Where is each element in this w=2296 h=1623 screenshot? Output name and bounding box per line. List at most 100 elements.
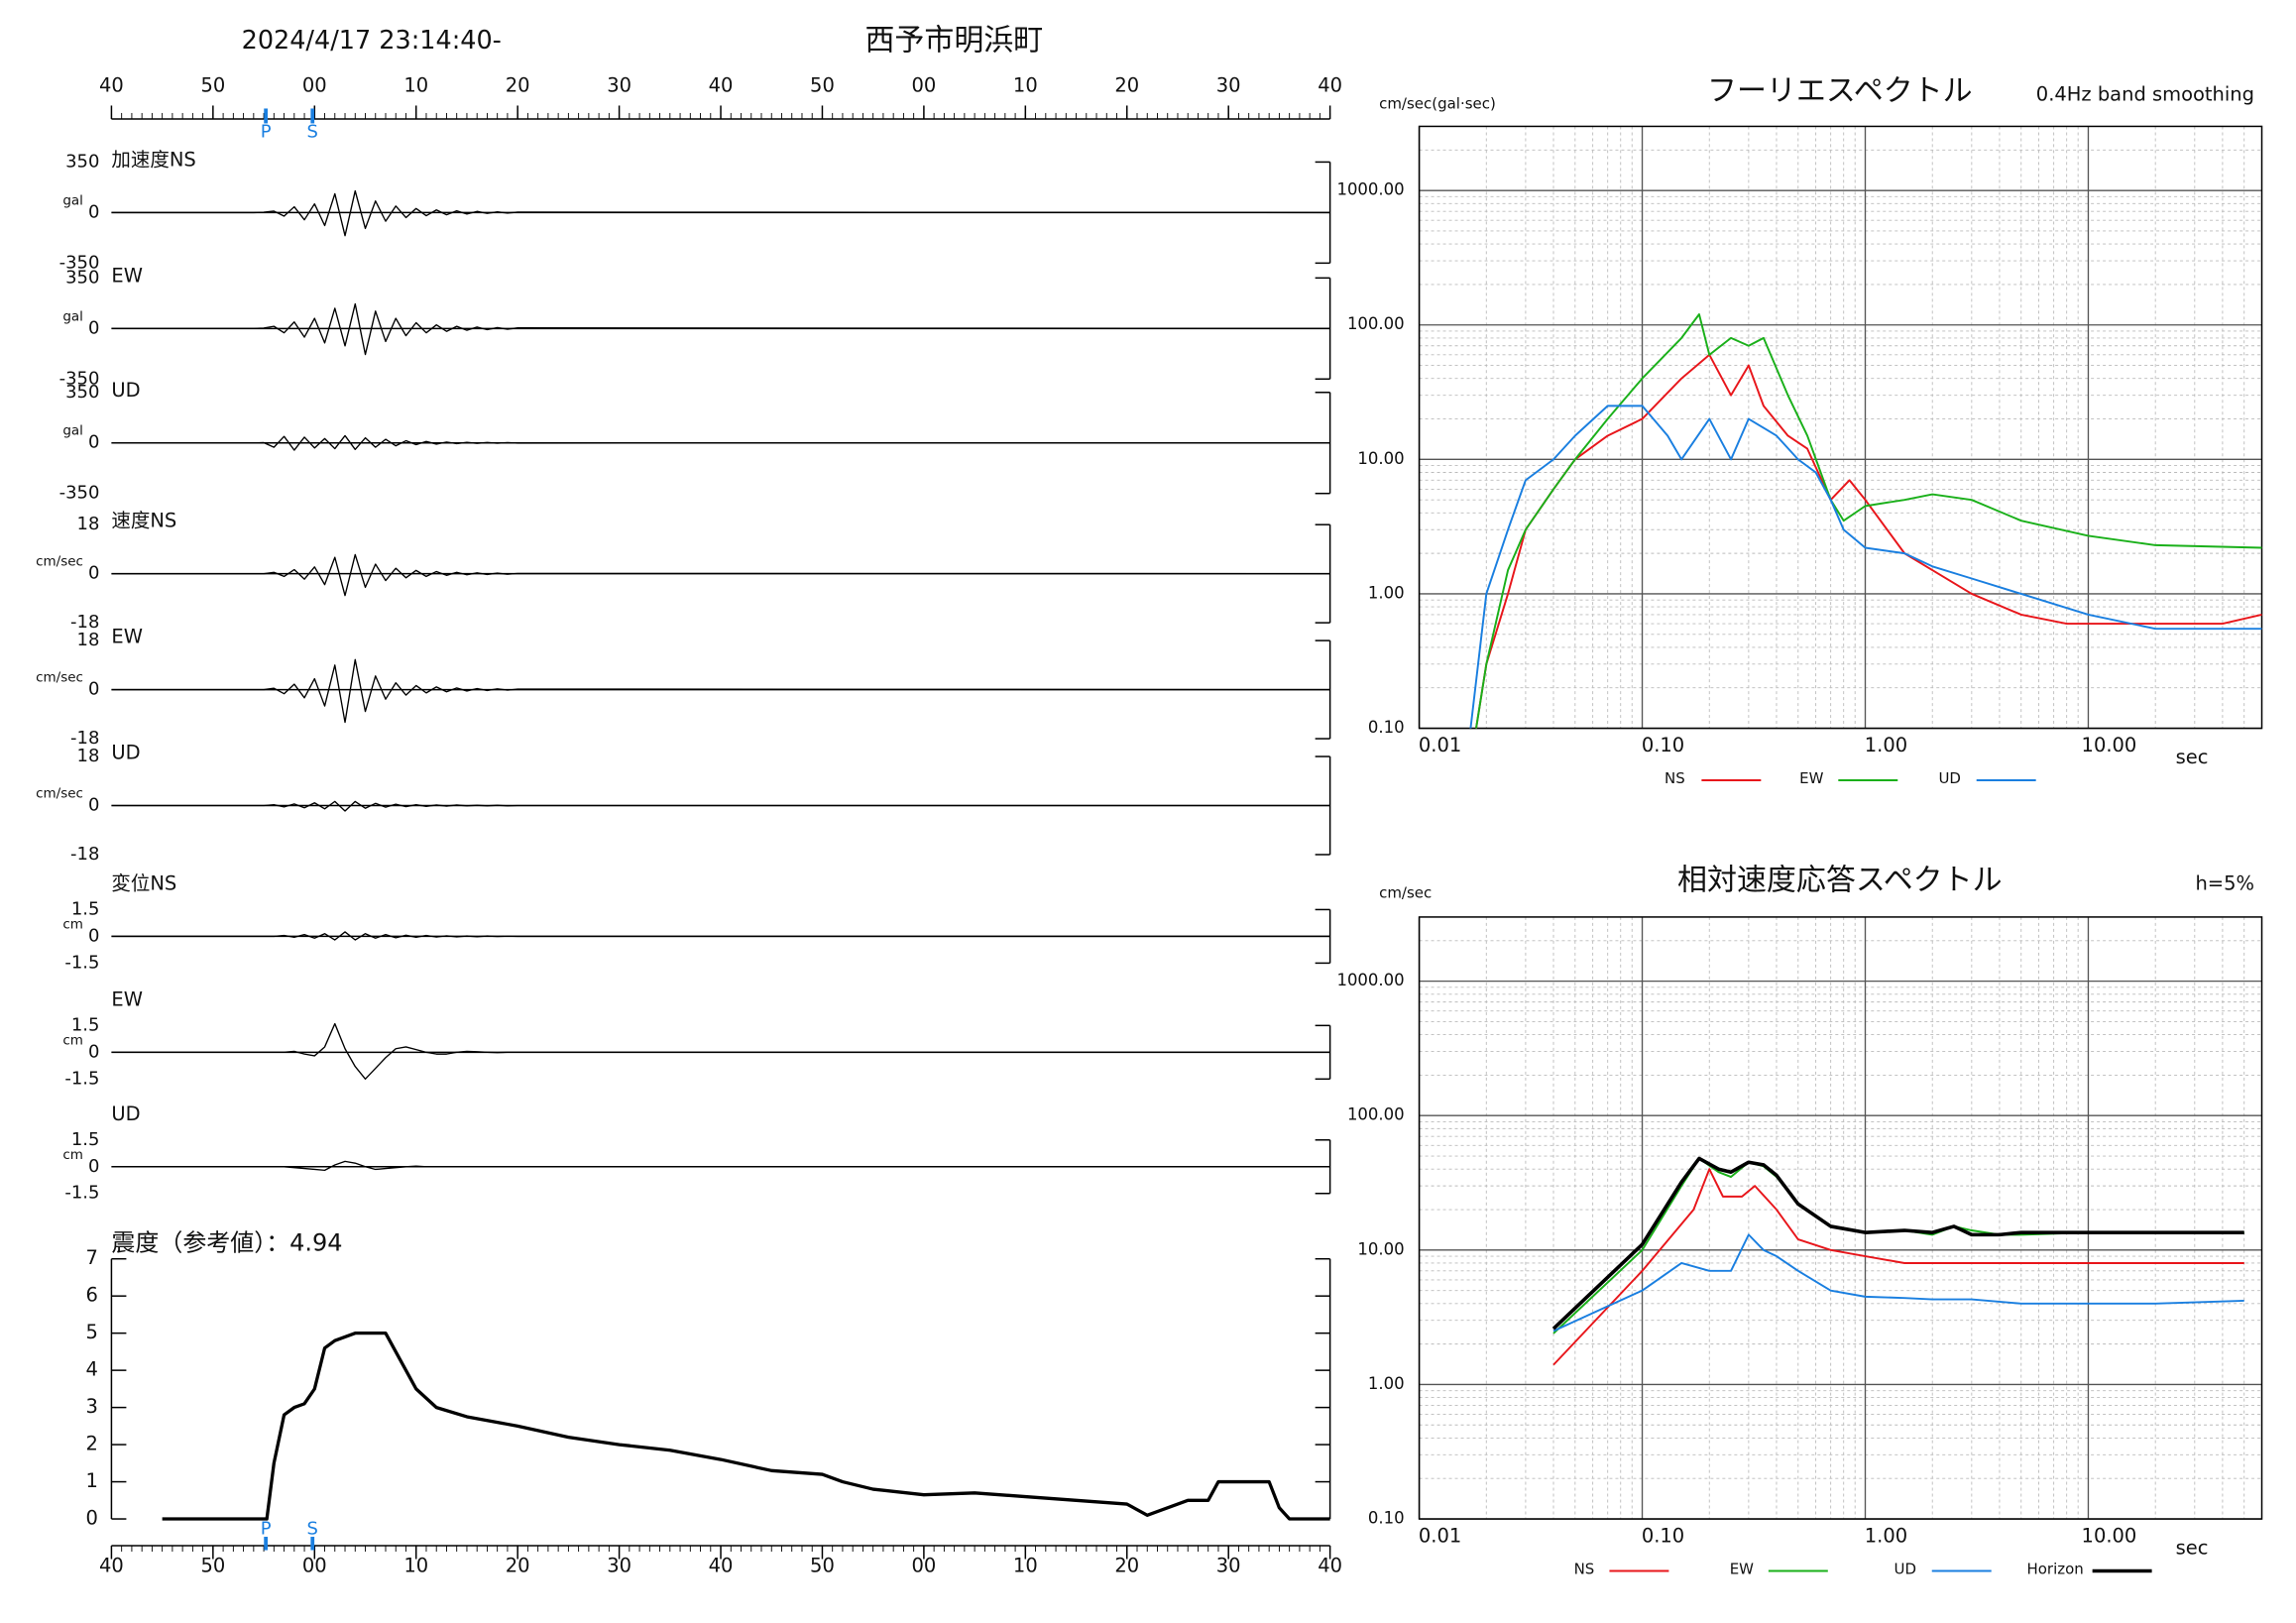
time-tick-label: 50 [810, 1555, 835, 1577]
phase-label: S [307, 1519, 318, 1540]
x-tick-label: 0.10 [1642, 734, 1684, 756]
y-tick-label: 10.00 [1357, 449, 1404, 468]
y-tick-label: 1000.00 [1336, 971, 1404, 989]
waveform [111, 931, 1330, 941]
spectrum-subtitle: 0.4Hz band smoothing [2036, 82, 2254, 105]
y-axis-label: cm/sec(gal·sec) [1379, 94, 1496, 112]
time-tick-label: 10 [403, 1555, 428, 1577]
time-tick-label: 50 [200, 73, 225, 96]
spectrum-line [1469, 405, 2262, 729]
y-tick-label: 2 [86, 1433, 98, 1455]
time-tick-label: 20 [1114, 1555, 1139, 1577]
intensity-line [162, 1332, 1330, 1521]
time-tick-label: 40 [99, 73, 124, 96]
time-tick-label: 50 [810, 73, 835, 96]
time-tick-label: 40 [1318, 1555, 1342, 1577]
phase-label: P [261, 121, 272, 142]
y-tick-label: 0 [86, 1507, 98, 1530]
y-tick-label: 7 [86, 1246, 98, 1269]
y-tick-label: 0 [88, 1156, 99, 1177]
time-tick-label: 00 [302, 73, 327, 96]
waveform [111, 434, 1330, 451]
y-tick-label: -1.5 [64, 952, 99, 973]
y-tick-label: -18 [70, 844, 99, 865]
y-tick-label: 6 [86, 1284, 98, 1307]
time-tick-label: 20 [506, 1555, 530, 1577]
panel-label: 変位NS [111, 871, 176, 894]
spectrum-title: 相対速度応答スペクトル [1677, 863, 2003, 897]
y-tick-label: 350 [65, 151, 99, 172]
y-tick-label: 0.10 [1368, 718, 1405, 737]
plot-frame [1418, 916, 2263, 1520]
unit-label: gal [62, 308, 83, 324]
y-tick-label: -18 [70, 728, 99, 749]
waveform [111, 1160, 1330, 1172]
y-tick-label: -1.5 [64, 1183, 99, 1204]
y-tick-label: 0.10 [1368, 1509, 1405, 1528]
y-tick-label: 350 [65, 382, 99, 403]
legend-label: EW [1730, 1561, 1754, 1578]
y-tick-label: 0 [88, 679, 99, 700]
phase-label: P [261, 1519, 272, 1540]
x-axis-label: sec [2176, 1537, 2209, 1560]
panel-label: 加速度NS [111, 148, 195, 171]
y-tick-label: 1.5 [71, 1129, 100, 1150]
y-tick-label: 0 [88, 795, 99, 816]
time-tick-label: 20 [506, 73, 530, 96]
unit-label: gal [62, 192, 83, 208]
spectrum-line [1475, 313, 2262, 729]
spectrum-subtitle: h=5% [2195, 871, 2254, 894]
time-tick-label: 30 [607, 1555, 631, 1577]
panel-label: UD [111, 742, 140, 764]
unit-label: cm [62, 1032, 83, 1048]
spectrum-line [1551, 1156, 2244, 1331]
unit-label: gal [62, 423, 83, 439]
unit-label: cm/sec [36, 670, 83, 686]
y-tick-label: -18 [70, 612, 99, 633]
unit-label: cm [62, 1147, 83, 1163]
time-tick-label: 30 [607, 73, 631, 96]
waveform [111, 189, 1330, 237]
y-tick-label: -1.5 [64, 1068, 99, 1089]
x-tick-label: 1.00 [1865, 1525, 1907, 1548]
x-tick-label: 10.00 [2082, 734, 2137, 756]
spectrum-line [1552, 1168, 2244, 1366]
spectrum-title: フーリエスペクトル [1707, 73, 1973, 108]
y-tick-label: 100.00 [1347, 1105, 1405, 1124]
y-tick-label: 1000.00 [1336, 180, 1404, 199]
y-tick-label: 3 [86, 1395, 98, 1418]
x-tick-label: 10.00 [2082, 1525, 2137, 1548]
time-tick-label: 40 [709, 73, 734, 96]
y-tick-label: 0 [88, 432, 99, 453]
y-tick-label: 0 [88, 201, 99, 222]
x-tick-label: 0.01 [1419, 734, 1461, 756]
time-tick-label: 00 [912, 73, 937, 96]
x-tick-label: 0.01 [1419, 1525, 1461, 1548]
time-tick-label: 10 [1013, 73, 1038, 96]
time-tick-label: 10 [1013, 1555, 1038, 1577]
time-tick-label: 40 [709, 1555, 734, 1577]
time-tick-label: 00 [302, 1555, 327, 1577]
y-tick-label: 1.5 [71, 1014, 100, 1035]
record-datetime: 2024/4/17 23:14:40- [242, 26, 502, 56]
legend-label: UD [1938, 769, 1961, 787]
legend-label: Horizon [2027, 1561, 2084, 1578]
unit-label: cm/sec [36, 786, 83, 802]
x-tick-label: 0.10 [1642, 1525, 1684, 1548]
legend-label: EW [1799, 769, 1823, 787]
y-tick-label: 350 [65, 267, 99, 288]
y-tick-label: 1 [86, 1469, 98, 1492]
legend-label: NS [1665, 769, 1685, 787]
y-tick-label: -350 [59, 252, 100, 273]
plot-frame [1418, 125, 2263, 730]
y-axis-label: cm/sec [1379, 883, 1432, 901]
waveform [111, 800, 1330, 812]
panel-label: EW [111, 626, 143, 648]
waveform [111, 553, 1330, 597]
y-tick-label: 100.00 [1347, 314, 1405, 333]
time-tick-label: 10 [403, 73, 428, 96]
time-tick-label: 50 [200, 1555, 225, 1577]
y-tick-label: -350 [59, 483, 100, 504]
